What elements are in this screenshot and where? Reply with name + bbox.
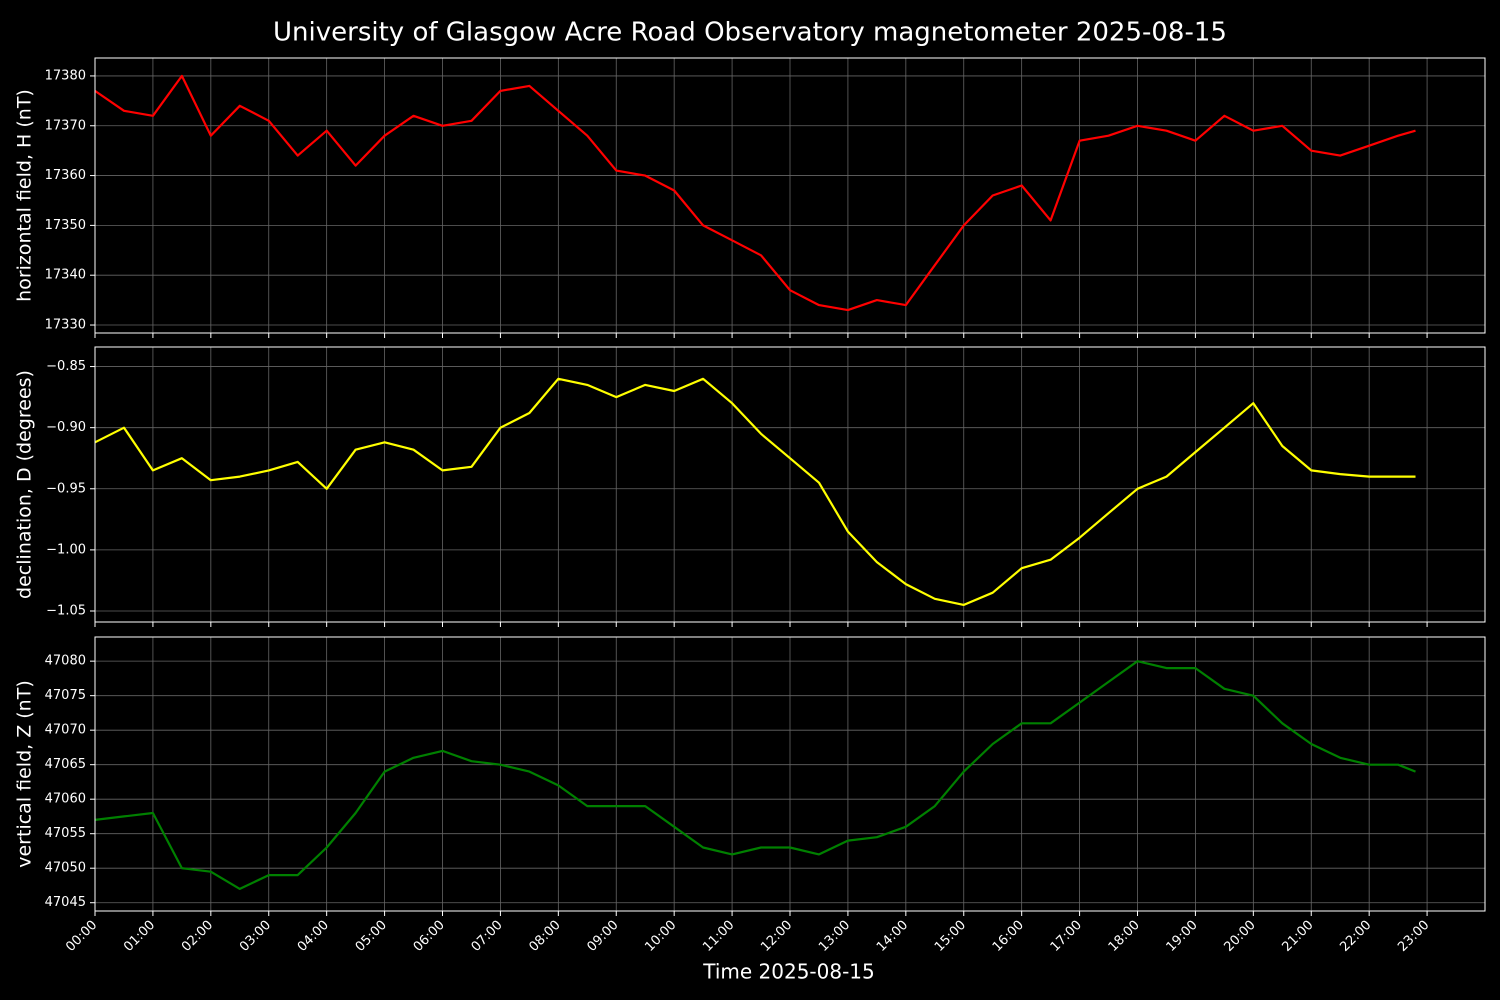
y-tick-label: 47060 (45, 792, 86, 807)
y-tick-label: 17370 (45, 118, 86, 133)
y-axis-label: horizontal field, H (nT) (14, 89, 36, 302)
axes-frame (94, 346, 1486, 623)
y-tick-label: 17350 (45, 218, 86, 233)
chart-title: University of Glasgow Acre Road Observat… (273, 18, 1227, 48)
y-tick-label: −1.00 (46, 542, 86, 557)
y-axis-label: declination, D (degrees) (14, 370, 36, 599)
data-line (94, 74, 1416, 312)
y-tick-label: 47055 (45, 826, 86, 841)
y-tick-label: 17330 (45, 318, 86, 333)
y-tick-label: −0.90 (46, 420, 86, 435)
x-axis-label: Time 2025-08-15 (702, 960, 875, 984)
y-tick-label: 47065 (45, 757, 86, 772)
y-tick-label: 17360 (45, 168, 86, 183)
y-tick-label: 47045 (45, 895, 86, 910)
y-tick-label: 47070 (45, 723, 86, 738)
y-tick-label: 17340 (45, 268, 86, 283)
y-tick-label: 47080 (45, 654, 86, 669)
y-tick-label: −0.85 (46, 359, 86, 374)
y-tick-label: 17380 (45, 68, 86, 83)
y-tick-label: −1.05 (46, 604, 86, 619)
axes-frame (94, 57, 1486, 334)
axes-frame (94, 636, 1486, 912)
data-line (94, 660, 1416, 890)
data-line (94, 377, 1416, 606)
y-tick-label: −0.95 (46, 481, 86, 496)
y-axis-label: vertical field, Z (nT) (14, 680, 36, 868)
y-tick-label: 47050 (45, 861, 86, 876)
y-tick-label: 47075 (45, 688, 86, 703)
